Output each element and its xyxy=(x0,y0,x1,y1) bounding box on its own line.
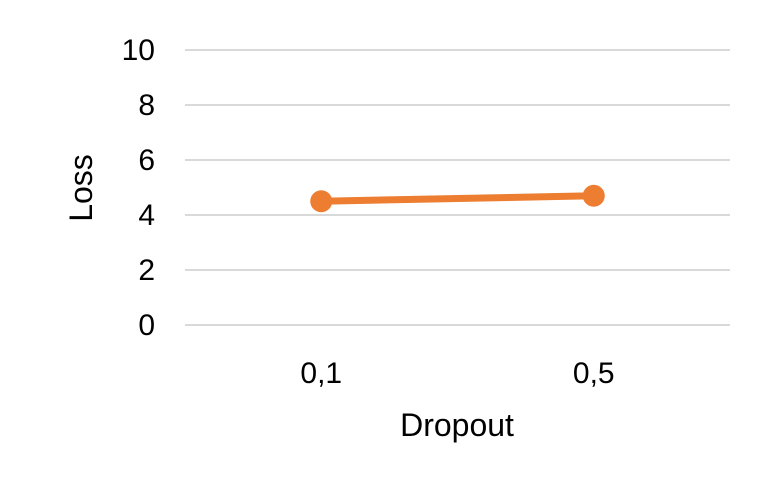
x-tick-label-1: 0,5 xyxy=(573,357,615,390)
y-tick-label-8: 8 xyxy=(138,89,155,122)
x-tick-labels: 0,1 0,5 xyxy=(300,357,614,390)
y-tick-label-0: 0 xyxy=(138,309,155,342)
series-group xyxy=(310,184,605,213)
gridlines xyxy=(185,49,730,326)
y-tick-label-4: 4 xyxy=(138,199,155,232)
series-line-0 xyxy=(317,192,598,205)
x-tick-label-0: 0,1 xyxy=(300,357,342,390)
y-tick-label-10: 10 xyxy=(122,34,155,67)
y-tick-label-2: 2 xyxy=(138,254,155,287)
x-axis-title: Dropout xyxy=(400,407,514,443)
y-tick-labels: 0 2 4 6 8 10 xyxy=(122,34,155,342)
y-tick-label-6: 6 xyxy=(138,144,155,177)
data-point-0-1 xyxy=(582,184,605,207)
y-axis-title: Loss xyxy=(63,154,99,222)
data-point-0-0 xyxy=(310,190,333,213)
